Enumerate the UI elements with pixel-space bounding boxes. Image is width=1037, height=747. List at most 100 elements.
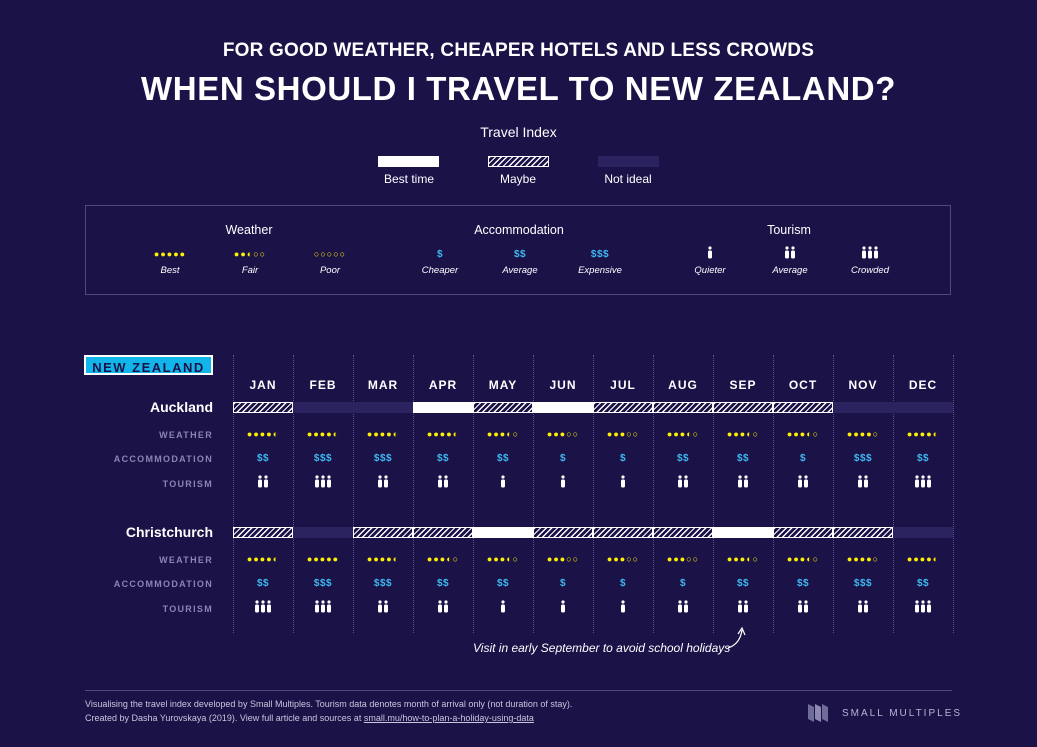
accommodation-cost: $$ <box>916 453 930 464</box>
row-label-accommodation: ACCOMMODATION <box>113 579 213 589</box>
column-divider <box>353 355 354 633</box>
tourism-level <box>293 600 353 614</box>
tourism-level <box>353 475 413 489</box>
weather-rating: ●●●◐○ <box>786 554 820 564</box>
person-icon <box>678 475 682 488</box>
tourism-people-icon <box>858 600 868 613</box>
tourism-people-icon <box>561 600 565 613</box>
tourism-level <box>233 475 293 489</box>
tourism-level <box>293 475 353 489</box>
tourism-people-icon <box>678 600 688 613</box>
row-label-tourism: TOURISM <box>162 479 213 489</box>
city-name: Auckland <box>149 399 213 415</box>
person-icon <box>321 475 325 488</box>
person-icon <box>915 600 919 613</box>
month-header-nov: NOV <box>848 378 878 392</box>
column-divider <box>533 355 534 633</box>
accommodation-cost: $$ <box>736 453 750 464</box>
key-tourism-average-label: Average <box>772 265 808 276</box>
person-icon <box>621 600 625 613</box>
row-label-weather: WEATHER <box>159 430 213 440</box>
footer-credit: Created by Dasha Yurovskaya (2019). View… <box>85 713 364 723</box>
tourism-level <box>473 600 533 614</box>
month-header-feb: FEB <box>309 378 337 392</box>
weather-rating: ●●●◐○ <box>426 554 460 564</box>
person-icon <box>927 475 931 488</box>
accommodation-cost: $$ <box>496 453 510 464</box>
person-icon <box>864 600 868 613</box>
legend-label-not-ideal: Not ideal <box>604 172 652 186</box>
travel-index-bar <box>893 402 953 413</box>
tourism-level <box>413 600 473 614</box>
tourism-people-icon <box>378 600 388 613</box>
person-icon <box>321 600 325 613</box>
tourism-level <box>533 600 593 614</box>
accommodation-cost: $$ <box>436 578 450 589</box>
tourism-level <box>833 475 893 489</box>
accommodation-cost: $$$ <box>853 578 873 589</box>
accommodation-cost: $$ <box>916 578 930 589</box>
tourism-people-icon <box>738 475 748 488</box>
tourism-people-icon <box>438 600 448 613</box>
person-icon <box>327 600 331 613</box>
accommodation-cost: $ <box>679 578 687 589</box>
key-accommodation-heading: Accommodation <box>474 223 564 237</box>
person-icon <box>708 246 712 259</box>
month-header-jul: JUL <box>610 378 636 392</box>
tourism-people-icon <box>738 600 748 613</box>
person-icon <box>315 475 319 488</box>
person-icon <box>868 246 872 259</box>
tourism-level <box>473 475 533 489</box>
subtitle: FOR GOOD WEATHER, CHEAPER HOTELS AND LES… <box>222 40 815 61</box>
accommodation-cost: $$$ <box>313 453 333 464</box>
person-icon <box>744 600 748 613</box>
key-tourism-quieter-icon <box>670 246 750 263</box>
weather-rating: ●●●◐○ <box>726 554 760 564</box>
column-divider <box>593 355 594 633</box>
weather-rating: ●●●●○ <box>846 429 880 439</box>
accommodation-cost: $$$ <box>853 453 873 464</box>
person-icon <box>561 475 565 488</box>
person-icon <box>921 475 925 488</box>
person-icon <box>378 475 382 488</box>
person-icon <box>384 600 388 613</box>
key-tourism-heading: Tourism <box>767 223 811 237</box>
tourism-level <box>773 475 833 489</box>
footer-line-2: Created by Dasha Yurovskaya (2019). View… <box>85 713 534 723</box>
column-divider <box>233 355 234 633</box>
accommodation-cost: $$ <box>496 578 510 589</box>
person-icon <box>438 600 442 613</box>
person-icon <box>378 600 382 613</box>
weather-rating: ●●●◐○ <box>726 429 760 439</box>
legend-swatch-maybe <box>488 156 549 167</box>
column-divider <box>953 355 954 633</box>
tourism-people-icon <box>678 475 688 488</box>
accommodation-cost: $$ <box>796 578 810 589</box>
brand-name: SMALL MULTIPLES <box>842 708 963 719</box>
travel-index-bar <box>713 527 773 538</box>
tourism-level <box>593 475 653 489</box>
person-icon <box>915 475 919 488</box>
weather-rating: ●●●●◐ <box>906 429 940 439</box>
page-title: WHEN SHOULD I TRAVEL TO NEW ZEALAND? <box>141 70 896 107</box>
tourism-level <box>653 600 713 614</box>
travel-index-bar <box>353 527 413 538</box>
column-divider <box>893 355 894 633</box>
accommodation-cost: $ <box>559 453 567 464</box>
person-icon <box>444 600 448 613</box>
tourism-people-icon <box>258 475 268 488</box>
legend-title: Travel Index <box>480 124 557 140</box>
key-weather-fair-dots: ●●◐○○ <box>233 249 267 259</box>
travel-index-bar <box>713 402 773 413</box>
key-tourism-crowded-label: Crowded <box>850 265 890 276</box>
travel-index-bar <box>413 527 473 538</box>
person-icon <box>261 600 265 613</box>
footer-source-link[interactable]: small.mu/how-to-plan-a-holiday-using-dat… <box>363 713 534 723</box>
key-tourism-quieter-label: Quieter <box>694 265 726 276</box>
travel-index-bar <box>233 402 293 413</box>
weather-rating: ●●●○○ <box>606 429 640 439</box>
tourism-level <box>713 475 773 489</box>
tourism-people-icon <box>915 475 931 488</box>
weather-rating: ●●●○○ <box>546 429 580 439</box>
accommodation-cost: $$ <box>256 453 270 464</box>
